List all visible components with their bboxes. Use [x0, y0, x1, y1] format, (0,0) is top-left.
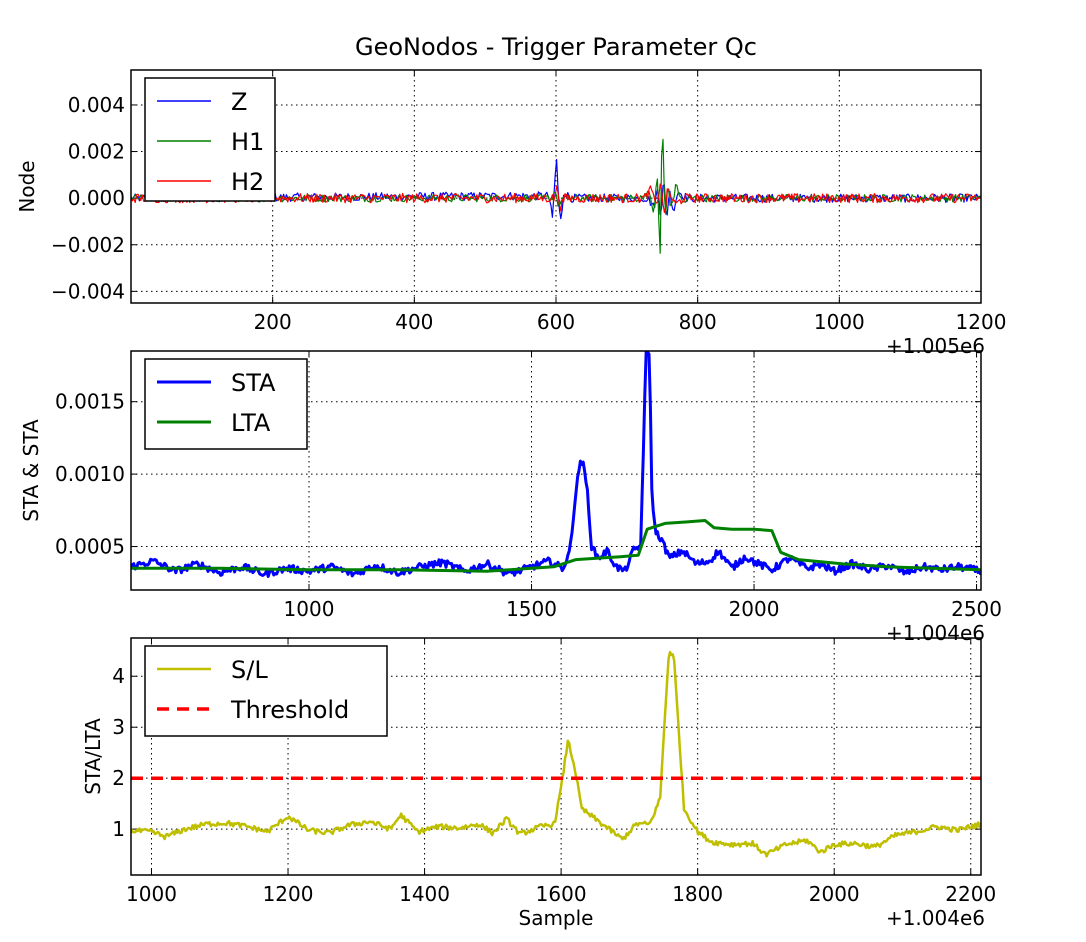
legend-label: H2: [231, 168, 264, 196]
y-tick-label: 0.0010: [55, 462, 125, 486]
figure-title: GeoNodos - Trigger Parameter Qc: [355, 33, 757, 61]
legend-label: S/L: [231, 656, 268, 684]
chart-panel-1: 200 400 600 800 1000 1200 −0.004 −0.002 0.000 0.0…: [15, 69, 1007, 358]
x-tick-label: 2200: [945, 882, 996, 906]
legend-label: STA: [231, 369, 276, 397]
x-tick-label: 1000: [814, 310, 865, 334]
x-tick-label: 1200: [263, 882, 314, 906]
x-tick-label: 1000: [284, 597, 335, 621]
legend-label: LTA: [231, 409, 271, 437]
chart-panel-2: 1000 1500 2000 2500 0.0005 0.0010 0.0015 STA LTA…: [19, 350, 1002, 645]
y-axis-label: Node: [15, 160, 39, 212]
y-tick-label: 3: [112, 715, 125, 739]
series-line-sta: [131, 351, 981, 578]
y-tick-label: 0.0015: [55, 390, 125, 414]
x-tick-label: 200: [254, 310, 292, 334]
x-offset-label: +1.005e6: [886, 334, 985, 358]
y-tick-label: −0.004: [51, 279, 125, 303]
y-tick-label: 0.002: [68, 140, 125, 164]
y-axis-label: STA/LTA: [81, 718, 105, 795]
x-tick-label: 600: [537, 310, 575, 334]
legend-box: [144, 358, 308, 450]
x-tick-label: 1000: [126, 882, 177, 906]
series-line-lta: [131, 519, 981, 573]
x-tick-label: 1500: [506, 597, 557, 621]
x-tick-label: 400: [395, 310, 433, 334]
axes-frame: [130, 69, 982, 304]
x-tick-label: 2000: [729, 597, 780, 621]
x-tick-label: 2500: [951, 597, 1002, 621]
legend-label: Threshold: [230, 696, 349, 724]
x-offset-label: +1.004e6: [886, 906, 985, 930]
chart-panel-3: 1000 1200 1400 1600 1800 2000 2200 1 2 3 4 S/L Thres…: [81, 637, 996, 930]
legend-label: H1: [231, 128, 264, 156]
x-offset-label: +1.004e6: [886, 621, 985, 645]
x-tick-label: 1400: [399, 882, 450, 906]
y-tick-label: 0.000: [68, 186, 125, 210]
y-tick-label: 0.0005: [55, 535, 125, 559]
x-tick-label: 1200: [956, 310, 1007, 334]
y-tick-label: −0.002: [51, 233, 125, 257]
x-tick-label: 2000: [809, 882, 860, 906]
x-axis-label: Sample: [519, 906, 594, 930]
axes-frame: [130, 350, 982, 591]
y-tick-label: 0.004: [68, 93, 125, 117]
y-tick-label: 1: [112, 817, 125, 841]
y-axis-label: STA & STA: [19, 419, 43, 522]
x-tick-label: 800: [679, 310, 717, 334]
axes-frame: [130, 637, 982, 876]
legend-box: [144, 645, 388, 737]
series-line-s-l: [131, 650, 981, 858]
x-tick-label: 1600: [536, 882, 587, 906]
legend-label: Z: [231, 88, 247, 116]
y-tick-label: 2: [112, 766, 125, 790]
x-tick-label: 1800: [672, 882, 723, 906]
y-tick-label: 4: [112, 664, 125, 688]
